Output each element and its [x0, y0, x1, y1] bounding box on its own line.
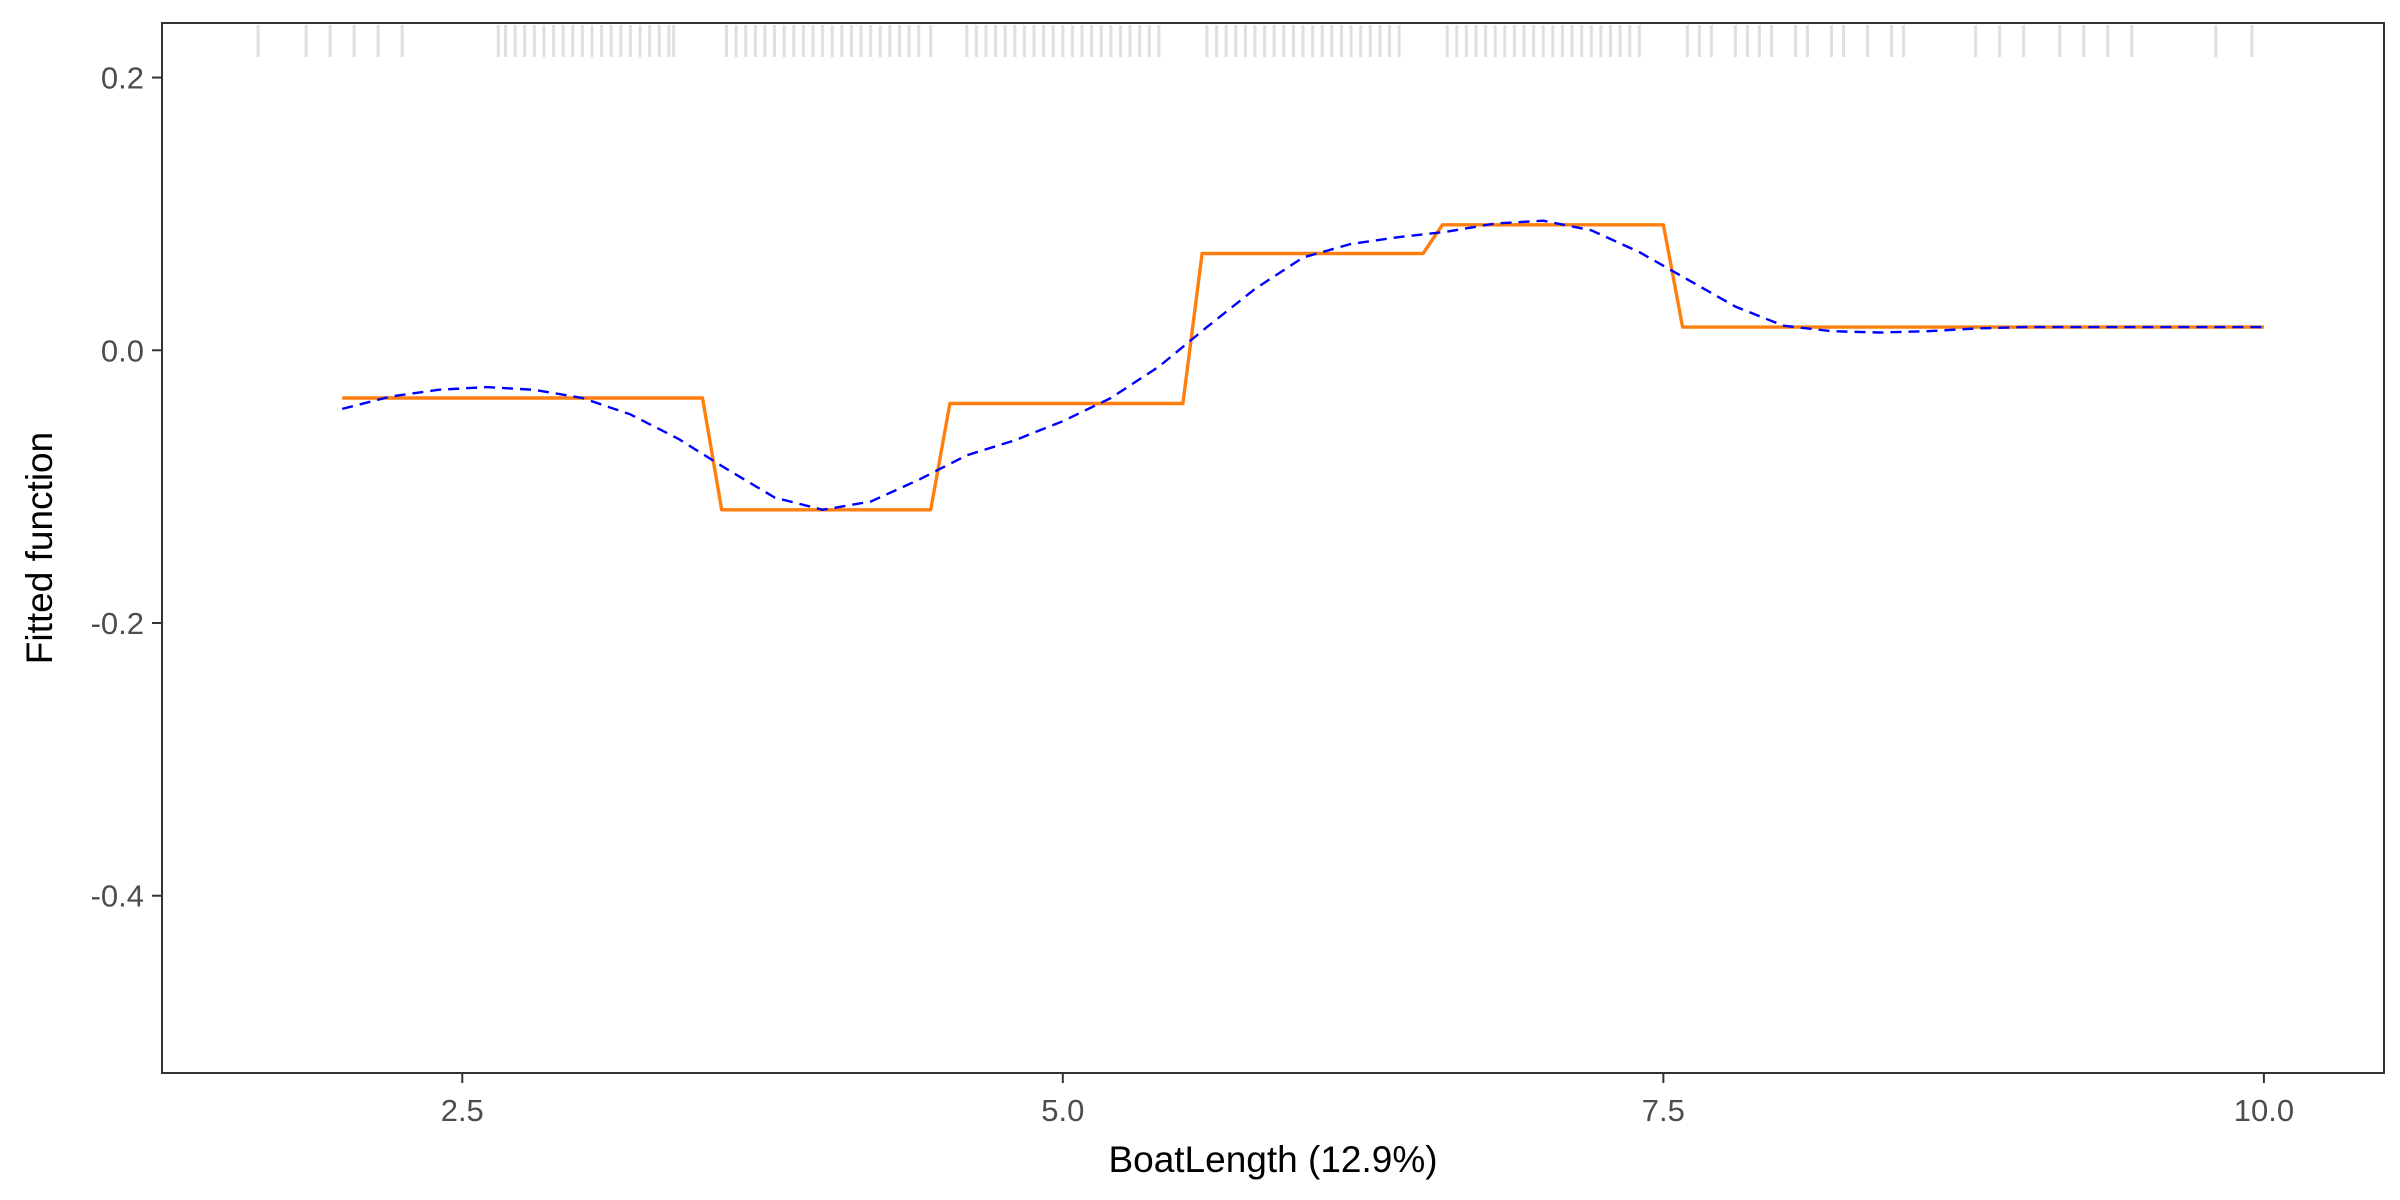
x-tick-label: 10.0	[2234, 1093, 2294, 1128]
x-axis: 2.5 5.0 7.5 10.0	[441, 1073, 2294, 1128]
x-axis-title: BoatLength (12.9%)	[1108, 1139, 1437, 1180]
y-tick-label: 0.0	[101, 333, 144, 368]
y-axis-title: Fitted function	[19, 432, 60, 664]
x-tick-label: 5.0	[1041, 1093, 1084, 1128]
step-fit-line	[342, 223, 2264, 512]
x-tick-label: 7.5	[1642, 1093, 1685, 1128]
y-axis: 0.2 0.0 -0.2 -0.4	[91, 61, 162, 914]
series-layer	[341, 219, 2264, 512]
rug-layer	[256, 25, 2254, 57]
y-tick-label: -0.2	[91, 606, 144, 641]
y-tick-label: -0.4	[91, 879, 144, 914]
y-tick-label: 0.2	[101, 61, 144, 96]
smooth-fit-line	[341, 219, 2264, 511]
panel-border	[161, 22, 2385, 1074]
x-tick-label: 2.5	[441, 1093, 484, 1128]
